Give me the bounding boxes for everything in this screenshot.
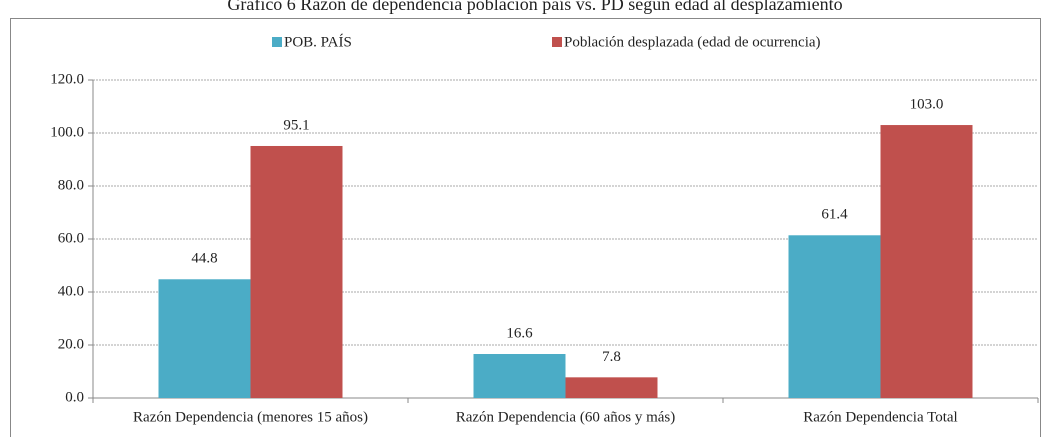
- x-tick-label: Razón Dependencia (60 años y más): [456, 409, 676, 425]
- x-tick-label: Razón Dependencia (menores 15 años): [133, 409, 368, 425]
- y-tick-label: 80.0: [58, 177, 84, 193]
- data-label: 16.6: [506, 325, 533, 341]
- bar: [788, 235, 881, 398]
- legend-swatch: [552, 37, 562, 47]
- bar: [250, 145, 343, 398]
- bar: [158, 279, 251, 398]
- y-tick-label: 0.0: [65, 389, 84, 405]
- y-tick-label: 40.0: [58, 283, 84, 299]
- bar: [565, 377, 658, 398]
- data-label: 95.1: [283, 117, 309, 133]
- legend-label: Población desplazada (edad de ocurrencia…: [564, 34, 821, 50]
- bar: [880, 125, 973, 399]
- data-label: 103.0: [910, 96, 944, 112]
- legend-label: POB. PAÍS: [284, 33, 352, 50]
- bar: [473, 354, 566, 398]
- data-label: 44.8: [191, 251, 217, 267]
- y-tick-label: 60.0: [58, 230, 84, 246]
- x-tick-label: Razón Dependencia Total: [803, 409, 957, 425]
- legend-swatch: [272, 37, 282, 47]
- y-tick-label: 120.0: [50, 71, 84, 87]
- y-tick-label: 20.0: [58, 336, 84, 352]
- data-label: 7.8: [602, 349, 621, 365]
- data-label: 61.4: [821, 207, 848, 223]
- y-tick-label: 100.0: [50, 124, 84, 140]
- chart-title: Gráfico 6 Razón de dependencia población…: [227, 0, 842, 14]
